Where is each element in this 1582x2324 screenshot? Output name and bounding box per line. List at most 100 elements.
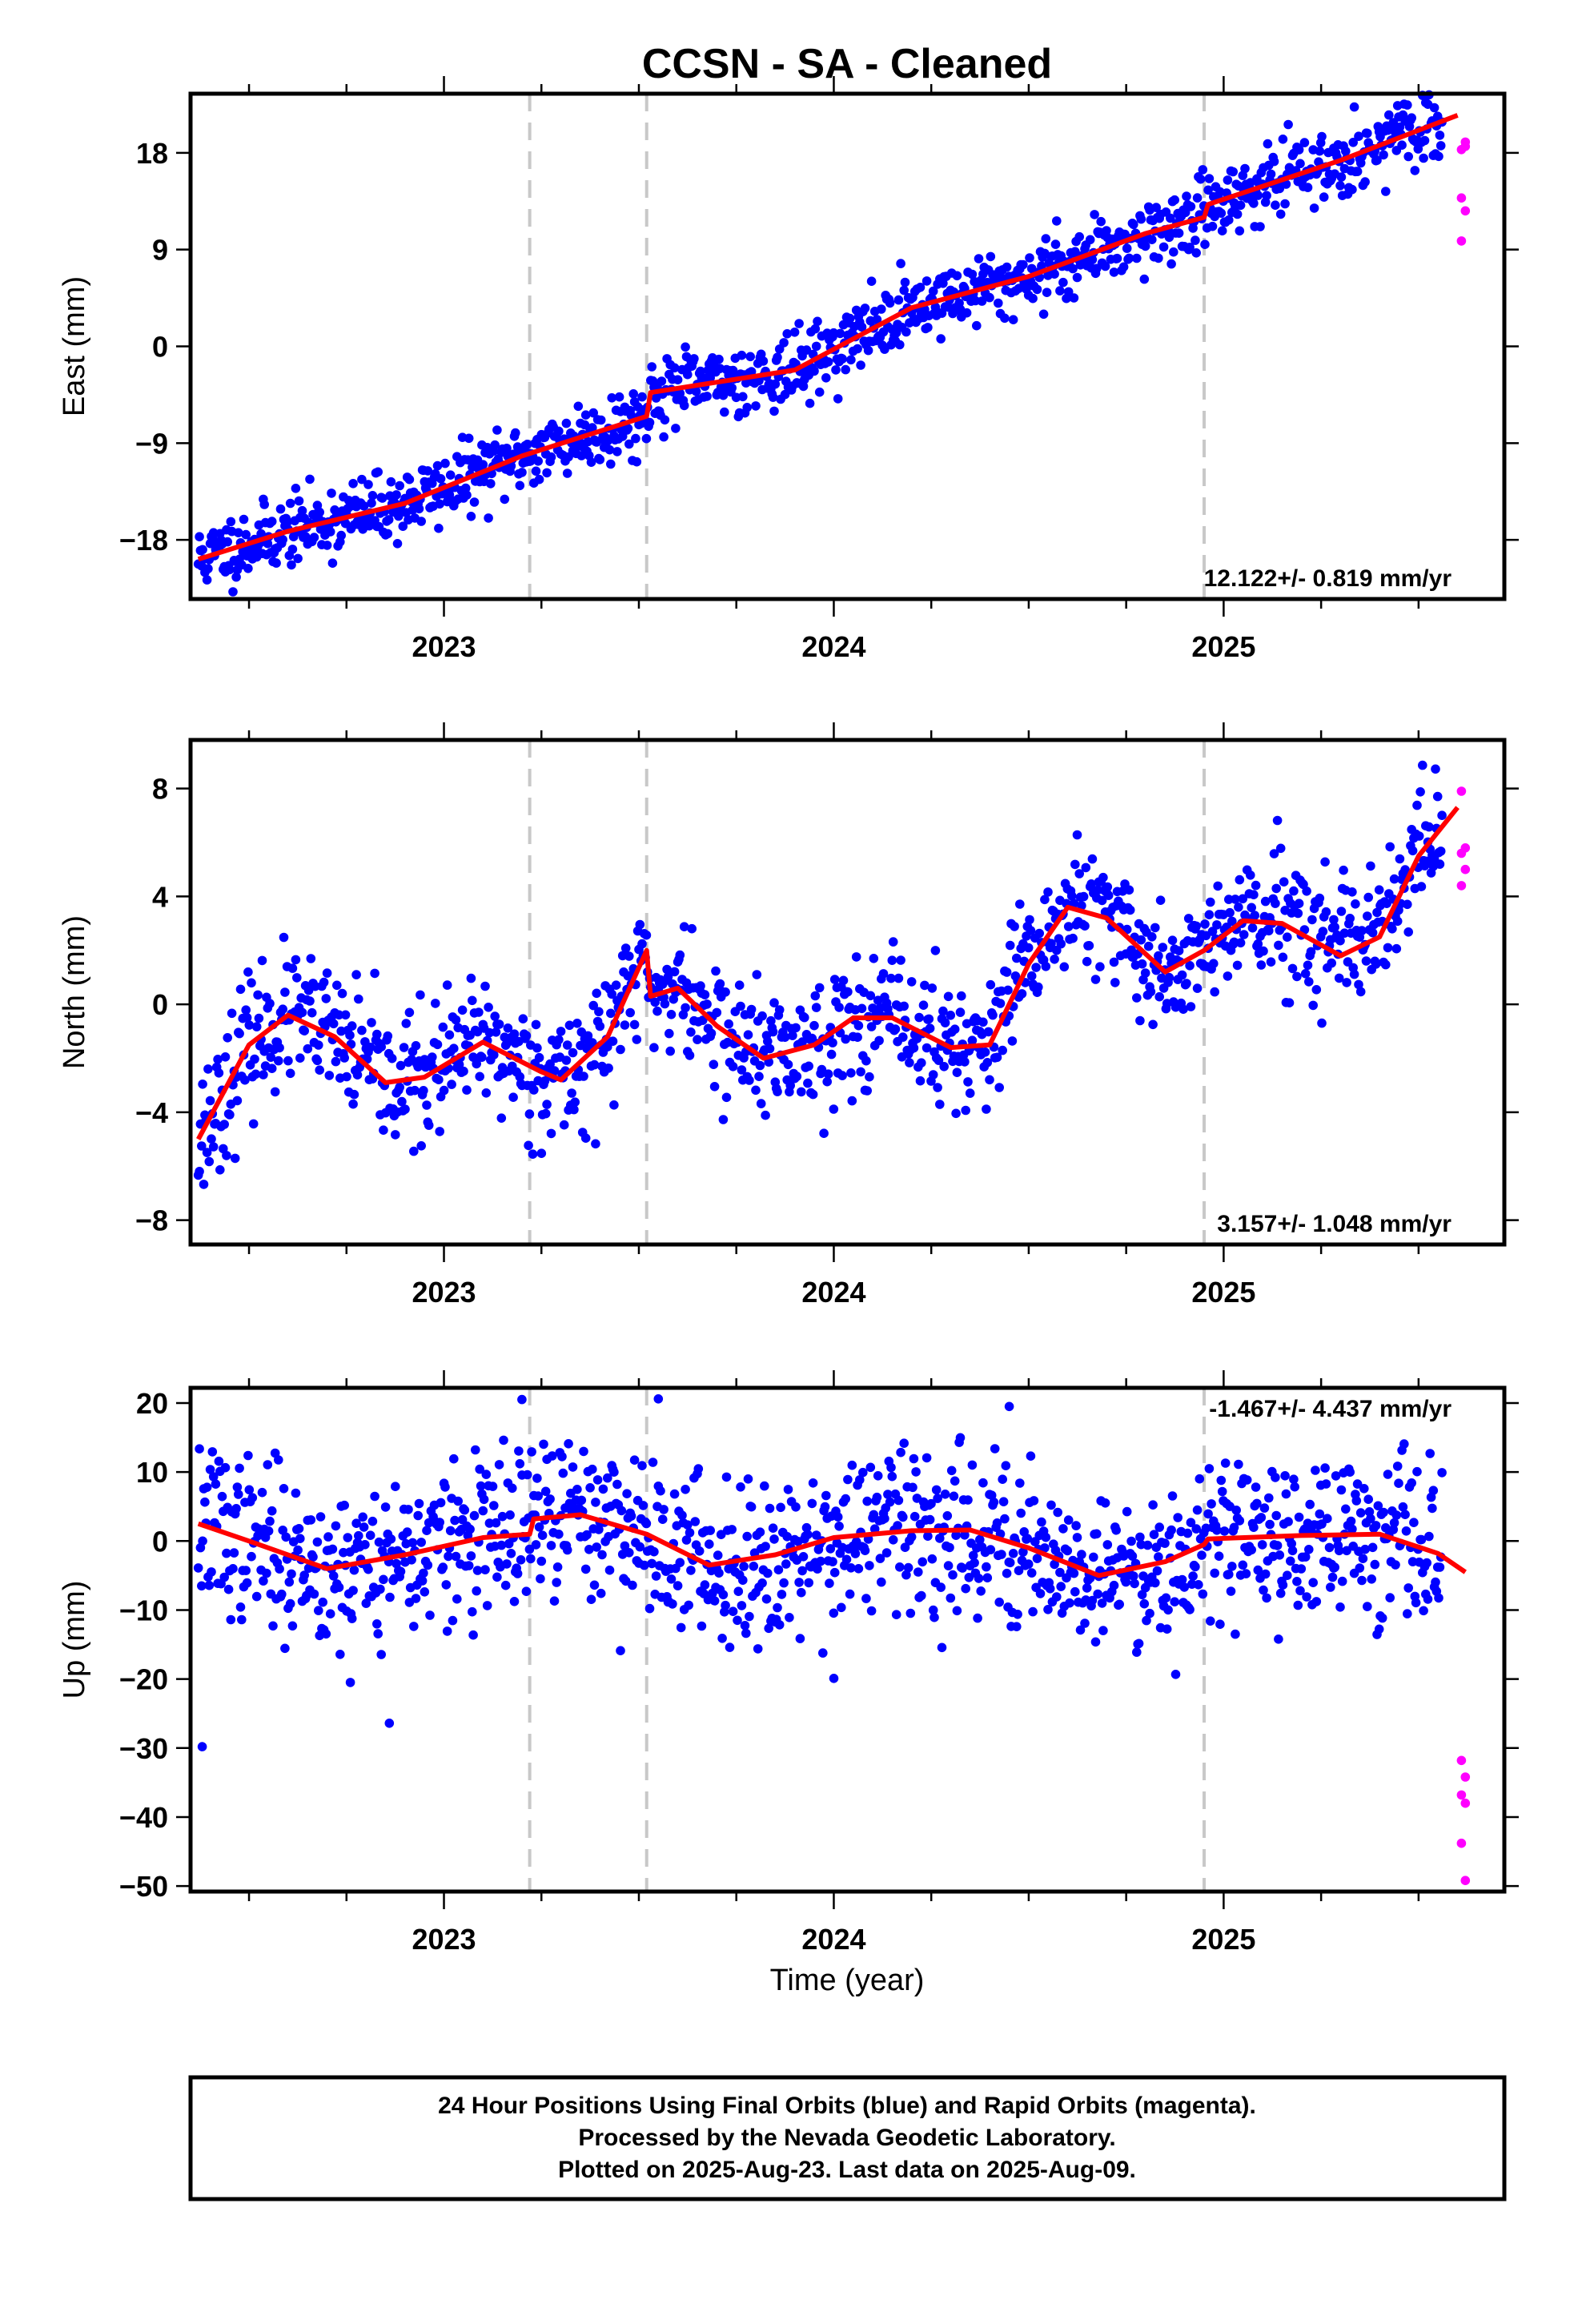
data-point [962,308,972,318]
data-point [795,1634,805,1643]
data-point [240,1075,250,1085]
data-point [1127,1551,1138,1561]
data-point [1275,1588,1286,1598]
data-point [223,1033,233,1043]
data-point [384,1719,395,1728]
data-point [737,350,747,360]
data-point [709,1596,720,1606]
data-point [1163,1605,1173,1615]
data-point [1269,849,1279,858]
data-point [607,989,616,999]
data-point [349,1089,359,1100]
data-point [899,1438,909,1448]
data-point [705,1539,714,1549]
data-point [319,977,329,987]
data-point [1228,167,1238,177]
data-point [896,1447,905,1458]
data-point [629,1455,640,1465]
data-point [676,1622,686,1633]
data-point [1308,1000,1318,1011]
y-tick-label: −50 [119,1870,168,1903]
data-point [1360,177,1370,187]
data-point [342,1072,351,1082]
data-point [408,1538,418,1548]
y-tick-label: 0 [152,1525,168,1558]
data-point [1002,262,1012,272]
data-point [660,415,670,425]
data-point [1339,865,1348,875]
data-point [241,529,251,540]
data-point [292,973,302,983]
data-point [803,1078,813,1088]
data-point [464,1561,474,1570]
data-point [480,981,490,991]
data-point [505,1510,515,1520]
data-point [715,979,725,989]
data-point [837,1602,846,1613]
data-point [297,505,307,516]
data-point [1358,1554,1368,1563]
data-point [481,1088,492,1098]
data-point [508,1092,518,1102]
data-point [1456,193,1467,203]
data-point [825,1578,834,1588]
data-point [327,1544,338,1554]
data-point [274,1055,283,1066]
data-point [841,364,850,375]
data-point [1122,1506,1132,1517]
x-axis-label: Time (year) [770,1964,925,1997]
data-point [1182,1528,1193,1538]
data-point [570,1097,580,1107]
data-point [1391,1560,1400,1570]
data-point [476,1481,486,1491]
data-point [1085,1573,1095,1583]
data-point [986,251,996,262]
data-point [628,1580,637,1590]
data-point [905,1608,916,1618]
data-point [202,1148,212,1157]
data-point [1046,1500,1056,1510]
data-point [1235,200,1246,211]
data-point [1173,1513,1182,1522]
data-point [367,498,376,508]
data-point [1336,1485,1347,1495]
data-point [895,1562,905,1572]
data-point [1191,1562,1200,1572]
data-point [1140,241,1150,251]
data-point [668,1599,677,1609]
data-point [1422,856,1431,866]
data-point [765,1043,775,1054]
data-point [785,1080,795,1091]
data-point [763,1036,773,1047]
data-point [679,922,689,931]
data-point [1068,263,1078,274]
data-point [502,444,512,453]
y-tick-label: −18 [119,524,168,557]
data-point [1132,253,1142,263]
data-point [917,1058,926,1068]
data-point [228,587,238,597]
data-point [1342,978,1351,987]
data-point [524,1544,535,1554]
data-point [992,1518,1002,1528]
data-point [1038,309,1049,320]
data-point [439,1085,449,1096]
data-point [909,1511,920,1522]
data-point [745,352,755,362]
data-point [1249,890,1259,899]
data-point [976,1586,986,1596]
data-point [994,1083,1004,1092]
data-point [861,1594,871,1603]
data-point [529,1085,539,1095]
data-point [1063,922,1074,931]
data-point [514,1446,524,1456]
data-point [1239,930,1249,939]
data-point [242,1578,252,1588]
data-point [357,474,367,485]
data-point [1028,1606,1038,1617]
data-point [764,1623,773,1634]
data-point [328,1571,339,1581]
data-point [568,1047,578,1058]
data-point [490,1011,500,1021]
data-point [974,254,984,263]
